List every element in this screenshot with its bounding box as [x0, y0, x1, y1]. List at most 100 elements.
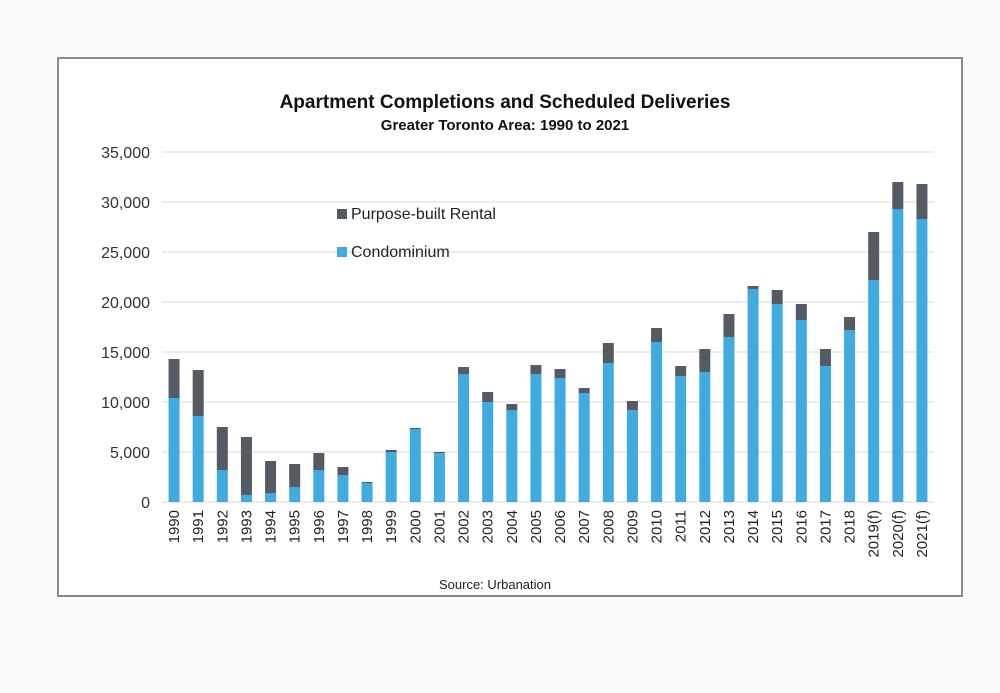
x-tick-label: 1999 — [383, 510, 400, 543]
bar-condominium — [192, 416, 204, 502]
x-axis: 1990 1991 1992 1993 1994 1995 1996 1997 1998 1999… — [166, 510, 931, 558]
bar-condominium — [433, 453, 445, 502]
chart-title: Apartment Completions and Scheduled Deli… — [280, 92, 731, 113]
bar-condominium — [844, 330, 856, 502]
bar-rental — [892, 182, 904, 209]
y-axis: 0 5,000 10,000 15,000 20,000 25,000 30,000 35,0… — [101, 145, 150, 512]
x-tick-label: 1994 — [263, 510, 280, 543]
bar-rental — [385, 450, 397, 452]
y-tick-label: 25,000 — [101, 245, 150, 262]
bar-condominium — [747, 289, 759, 502]
x-tick-label: 1995 — [287, 510, 304, 543]
bar-rental — [626, 401, 638, 410]
x-tick-label: 1993 — [238, 510, 255, 543]
bar-condominium — [819, 366, 831, 502]
bar-condominium — [916, 219, 928, 502]
bar-condominium — [771, 304, 783, 502]
x-tick-label: 2004 — [504, 510, 521, 543]
bar-rental — [409, 428, 421, 429]
bar-condominium — [602, 363, 614, 502]
y-tick-label: 30,000 — [101, 195, 150, 212]
bar-condominium — [265, 493, 277, 502]
bar-condominium — [168, 398, 180, 502]
x-tick-label: 2003 — [480, 510, 497, 543]
bar-condominium — [723, 337, 735, 502]
bar-rental — [868, 232, 880, 280]
bar-rental — [458, 367, 470, 374]
bar-condominium — [385, 452, 397, 502]
bar-rental — [602, 343, 614, 363]
bar-rental — [723, 314, 735, 337]
x-tick-label: 2008 — [600, 510, 617, 543]
bars — [168, 182, 928, 502]
bar-rental — [433, 452, 445, 453]
chart-subtitle: Greater Toronto Area: 1990 to 2021 — [381, 117, 629, 134]
bar-rental — [651, 328, 663, 342]
legend-swatch — [337, 247, 347, 257]
bar-rental — [482, 392, 494, 402]
x-tick-label: 2007 — [576, 510, 593, 543]
bar-condominium — [699, 372, 711, 502]
x-tick-label: 2020(f) — [890, 510, 907, 558]
bar-rental — [819, 349, 831, 366]
bar-rental — [506, 404, 518, 410]
bar-rental — [699, 349, 711, 372]
gridlines — [162, 151, 934, 503]
bar-condominium — [626, 410, 638, 502]
bar-rental — [554, 369, 566, 378]
x-tick-label: 2002 — [456, 510, 473, 543]
bar-rental — [578, 388, 590, 393]
bar-condominium — [892, 209, 904, 502]
bar-rental — [192, 370, 204, 416]
bar-condominium — [458, 374, 470, 502]
x-tick-label: 2010 — [649, 510, 666, 543]
bar-condominium — [289, 487, 301, 502]
y-tick-label: 20,000 — [101, 295, 150, 312]
x-tick-label: 2018 — [842, 510, 859, 543]
bar-rental — [289, 464, 301, 487]
bar-condominium — [675, 376, 687, 502]
bar-condominium — [506, 410, 518, 502]
y-tick-label: 5,000 — [110, 445, 150, 462]
bar-rental — [216, 427, 228, 470]
bar-rental — [265, 461, 277, 493]
x-tick-label: 2021(f) — [914, 510, 931, 558]
bar-rental — [844, 317, 856, 330]
bar-rental — [675, 366, 687, 376]
x-tick-label: 2015 — [769, 510, 786, 543]
bar-condominium — [651, 342, 663, 502]
bar-rental — [337, 467, 349, 475]
y-tick-label: 0 — [141, 495, 150, 512]
x-tick-label: 2012 — [697, 510, 714, 543]
x-tick-label: 1997 — [335, 510, 352, 543]
x-tick-label: 2009 — [624, 510, 641, 543]
bar-condominium — [240, 495, 252, 502]
bar-rental — [916, 184, 928, 219]
bar-condominium — [795, 320, 807, 502]
bar-condominium — [216, 470, 228, 502]
chart: Apartment Completions and Scheduled Deli… — [101, 92, 934, 592]
x-tick-label: 2001 — [431, 510, 448, 543]
x-tick-label: 2013 — [721, 510, 738, 543]
source-note: Source: Urbanation — [439, 577, 551, 592]
bar-condominium — [482, 402, 494, 502]
bar-condominium — [868, 280, 880, 502]
bar-rental — [313, 453, 325, 470]
x-tick-label: 1996 — [311, 510, 328, 543]
legend-swatch — [337, 209, 347, 219]
bar-rental — [240, 437, 252, 495]
y-tick-label: 15,000 — [101, 345, 150, 362]
x-tick-label: 2005 — [528, 510, 545, 543]
x-tick-label: 1998 — [359, 510, 376, 543]
chart-frame: Apartment Completions and Scheduled Deli… — [57, 57, 963, 597]
y-tick-label: 35,000 — [101, 145, 150, 162]
bar-rental — [168, 359, 180, 398]
bar-rental — [795, 304, 807, 320]
bar-condominium — [361, 483, 373, 502]
bar-condominium — [313, 470, 325, 502]
bar-condominium — [578, 393, 590, 502]
bar-rental — [747, 286, 759, 289]
legend-label: Condominium — [351, 244, 450, 261]
x-tick-label: 1990 — [166, 510, 183, 543]
bar-condominium — [409, 429, 421, 502]
